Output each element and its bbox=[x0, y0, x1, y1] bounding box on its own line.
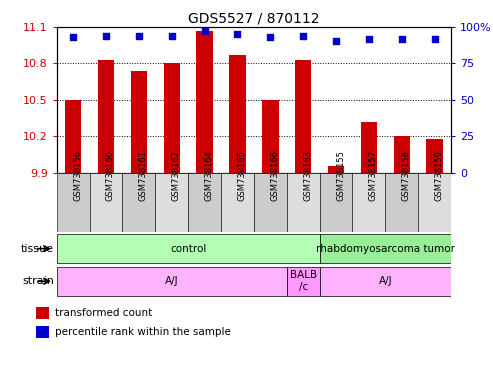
Bar bbox=[426, 139, 443, 173]
Bar bbox=[418, 173, 451, 232]
Bar bbox=[164, 63, 180, 173]
Bar bbox=[328, 166, 344, 173]
Text: GSM738165: GSM738165 bbox=[238, 150, 246, 201]
Text: transformed count: transformed count bbox=[55, 308, 152, 318]
Bar bbox=[229, 55, 246, 173]
Bar bbox=[262, 100, 279, 173]
Point bbox=[431, 35, 439, 41]
Point bbox=[266, 34, 274, 40]
Text: GSM738164: GSM738164 bbox=[205, 150, 213, 201]
Text: GSM738160: GSM738160 bbox=[106, 150, 115, 201]
Text: GSM738157: GSM738157 bbox=[369, 150, 378, 201]
Bar bbox=[287, 173, 319, 232]
Text: BALB
/c: BALB /c bbox=[289, 270, 317, 292]
Text: GSM738166: GSM738166 bbox=[270, 150, 280, 201]
Point bbox=[201, 28, 209, 34]
Bar bbox=[221, 173, 254, 232]
Point bbox=[135, 33, 143, 39]
Text: GSM738158: GSM738158 bbox=[402, 150, 411, 201]
Text: tissue: tissue bbox=[21, 243, 54, 254]
Text: A/J: A/J bbox=[379, 276, 392, 286]
Point bbox=[69, 34, 77, 40]
Bar bbox=[131, 71, 147, 173]
Bar bbox=[122, 173, 155, 232]
Point bbox=[168, 33, 176, 39]
Point bbox=[299, 33, 307, 39]
Text: GSM738163: GSM738163 bbox=[303, 150, 312, 201]
Bar bbox=[361, 122, 377, 173]
Text: GSM738161: GSM738161 bbox=[139, 150, 148, 201]
Bar bbox=[352, 173, 386, 232]
Text: GSM738155: GSM738155 bbox=[336, 151, 345, 201]
Text: GSM738159: GSM738159 bbox=[435, 151, 444, 201]
Point bbox=[234, 31, 242, 37]
Point bbox=[398, 35, 406, 41]
Bar bbox=[155, 173, 188, 232]
Text: control: control bbox=[170, 243, 207, 254]
Bar bbox=[319, 173, 352, 232]
Bar bbox=[319, 234, 451, 263]
Text: A/J: A/J bbox=[165, 276, 178, 286]
Bar bbox=[57, 173, 90, 232]
Bar bbox=[254, 173, 287, 232]
Text: GSM738162: GSM738162 bbox=[172, 150, 181, 201]
Bar bbox=[196, 30, 213, 173]
Bar bbox=[188, 173, 221, 232]
Bar bbox=[393, 136, 410, 173]
Bar bbox=[36, 307, 49, 319]
Bar bbox=[319, 266, 451, 296]
Title: GDS5527 / 870112: GDS5527 / 870112 bbox=[188, 12, 319, 26]
Text: strain: strain bbox=[22, 276, 54, 286]
Bar bbox=[90, 173, 122, 232]
Text: rhabdomyosarcoma tumor: rhabdomyosarcoma tumor bbox=[316, 243, 455, 254]
Point bbox=[102, 33, 110, 39]
Bar bbox=[295, 60, 312, 173]
Bar bbox=[65, 100, 81, 173]
Bar bbox=[36, 326, 49, 338]
Point bbox=[365, 35, 373, 41]
Bar bbox=[287, 266, 319, 296]
Bar bbox=[57, 234, 319, 263]
Bar bbox=[98, 60, 114, 173]
Text: percentile rank within the sample: percentile rank within the sample bbox=[55, 327, 231, 337]
Bar bbox=[386, 173, 418, 232]
Bar bbox=[57, 266, 287, 296]
Text: GSM738156: GSM738156 bbox=[73, 150, 82, 201]
Point bbox=[332, 38, 340, 45]
